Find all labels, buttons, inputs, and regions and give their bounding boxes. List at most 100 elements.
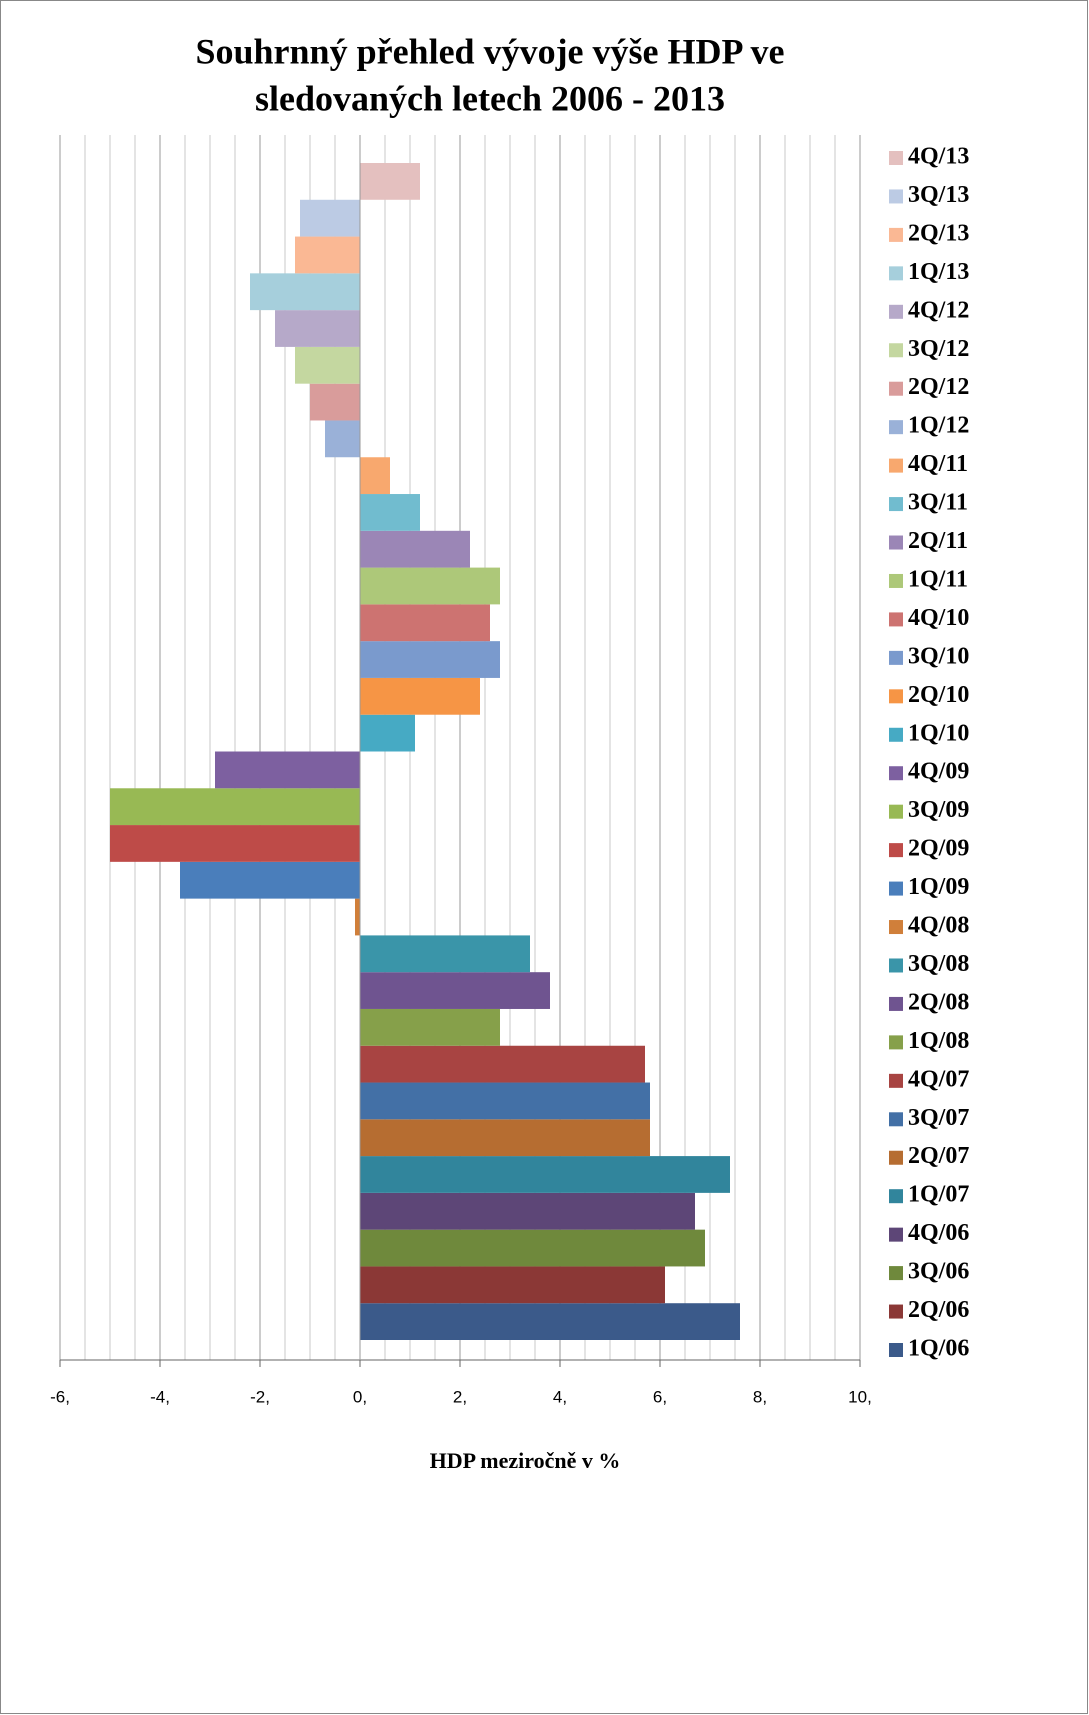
bar: [110, 788, 360, 826]
legend-label: 2Q/12: [908, 374, 969, 400]
legend-swatch: [889, 1150, 903, 1165]
legend-swatch: [889, 689, 903, 704]
chart-title: sledovaných letech 2006 - 2013: [255, 78, 725, 118]
x-tick-label: 4,: [553, 1387, 567, 1406]
legend-swatch: [889, 1035, 903, 1050]
bar: [360, 1156, 730, 1193]
legend-label: 3Q/11: [908, 490, 968, 516]
legend-label: 4Q/07: [908, 1066, 969, 1092]
x-tick-label: 8,: [753, 1387, 767, 1406]
x-tick-label: -2,: [250, 1387, 270, 1406]
legend-label: 3Q/08: [908, 951, 969, 977]
legend-label: 3Q/13: [908, 182, 969, 208]
legend-swatch: [889, 1112, 903, 1127]
legend-swatch: [889, 804, 903, 819]
bar: [360, 457, 390, 495]
bar: [360, 1119, 650, 1157]
bar: [360, 530, 470, 568]
chart-title: Souhrnný přehled vývoje výše HDP ve: [195, 31, 784, 71]
bar: [310, 383, 360, 421]
legend-label: 1Q/13: [908, 259, 969, 285]
legend-label: 3Q/12: [908, 336, 969, 362]
legend-label: 3Q/09: [908, 797, 969, 823]
legend-label: 1Q/07: [908, 1182, 969, 1208]
bar: [110, 825, 360, 862]
legend-label: 4Q/13: [908, 144, 969, 170]
legend-label: 2Q/08: [908, 989, 969, 1015]
legend-swatch: [889, 1227, 903, 1242]
legend-label: 1Q/09: [908, 874, 969, 900]
legend-label: 4Q/11: [908, 451, 968, 477]
bar: [215, 751, 360, 789]
bar: [360, 604, 490, 642]
bar: [360, 494, 420, 531]
legend-swatch: [889, 1189, 903, 1204]
legend-swatch: [889, 766, 903, 781]
legend-swatch: [889, 843, 903, 858]
bar: [360, 1229, 705, 1267]
legend-swatch: [889, 573, 903, 588]
legend-swatch: [889, 920, 903, 935]
legend-swatch: [889, 1304, 903, 1319]
bar: [360, 1045, 645, 1083]
legend-label: 2Q/10: [908, 682, 969, 708]
legend-label: 2Q/11: [908, 528, 968, 554]
bar: [360, 1266, 665, 1304]
legend-swatch: [889, 535, 903, 550]
legend-label: 4Q/12: [908, 297, 969, 323]
legend-label: 1Q/12: [908, 413, 969, 439]
legend-label: 3Q/07: [908, 1105, 969, 1131]
legend-swatch: [889, 189, 903, 204]
bar: [300, 199, 360, 237]
bar: [360, 567, 500, 605]
legend-swatch: [889, 612, 903, 627]
bar: [355, 898, 360, 936]
x-tick-label: 2,: [453, 1387, 467, 1406]
legend-swatch: [889, 381, 903, 396]
legend-swatch: [889, 996, 903, 1011]
legend-label: 1Q/06: [908, 1336, 969, 1362]
legend-swatch: [889, 1266, 903, 1281]
legend-swatch: [889, 1073, 903, 1088]
bar: [325, 420, 360, 458]
x-tick-label: -6,: [50, 1387, 70, 1406]
legend-swatch: [889, 266, 903, 281]
x-tick-label: 10,: [848, 1387, 872, 1406]
x-axis-title: HDP meziročně v %: [430, 1448, 621, 1473]
legend-label: 3Q/10: [908, 643, 969, 669]
legend-label: 3Q/06: [908, 1259, 969, 1285]
legend-label: 2Q/13: [908, 220, 969, 246]
bar: [360, 1303, 740, 1340]
legend-label: 1Q/10: [908, 720, 969, 746]
bar: [360, 972, 550, 1009]
bar: [360, 935, 530, 973]
legend-swatch: [889, 151, 903, 165]
x-tick-label: 6,: [653, 1387, 667, 1406]
bar: [180, 861, 360, 899]
legend-label: 2Q/09: [908, 836, 969, 862]
legend-swatch: [889, 497, 903, 512]
bar: [295, 346, 360, 384]
legend-swatch: [889, 727, 903, 742]
x-tick-label: -4,: [150, 1387, 170, 1406]
bar: [360, 1008, 500, 1046]
bar: [360, 677, 480, 715]
x-tick-label: 0,: [353, 1387, 367, 1406]
legend-label: 4Q/10: [908, 605, 969, 631]
legend-label: 4Q/09: [908, 759, 969, 785]
bar: [295, 236, 360, 274]
legend-swatch: [889, 650, 903, 665]
legend-swatch: [889, 458, 903, 473]
legend-swatch: [889, 1343, 903, 1357]
legend-label: 2Q/06: [908, 1297, 969, 1323]
legend-label: 4Q/06: [908, 1220, 969, 1246]
bar: [360, 1082, 650, 1120]
legend-swatch: [889, 881, 903, 896]
legend-swatch: [889, 958, 903, 973]
legend-swatch: [889, 420, 903, 435]
legend-label: 4Q/08: [908, 913, 969, 939]
bar: [360, 641, 500, 678]
bar: [250, 273, 360, 311]
legend-swatch: [889, 304, 903, 319]
